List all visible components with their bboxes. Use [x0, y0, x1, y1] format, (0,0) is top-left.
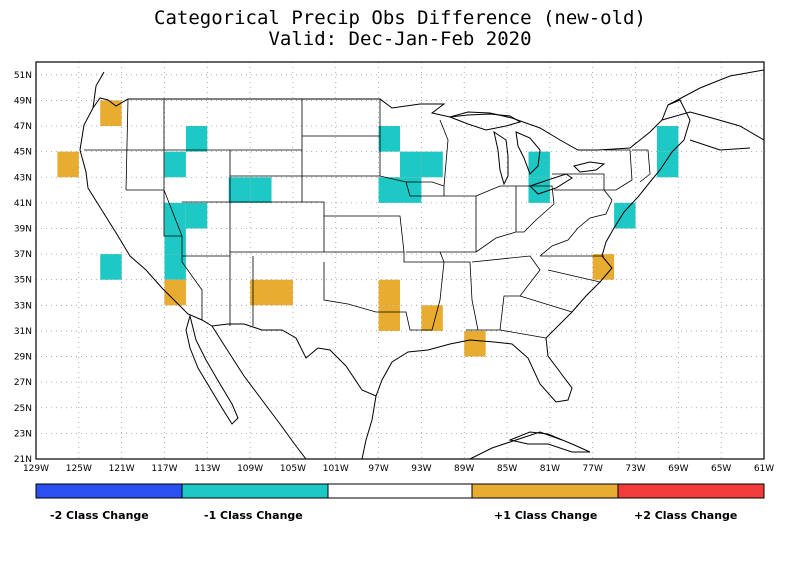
lon-tick-label: 109W: [237, 464, 263, 474]
canada-coast: [92, 69, 764, 151]
lat-tick-label: 27N: [14, 378, 32, 388]
lon-tick-label: 85W: [497, 464, 517, 474]
map-subtitle: Valid: Dec-Jan-Feb 2020: [268, 28, 532, 50]
lat-tick-label: 49N: [14, 96, 32, 106]
latitude-labels: 51N 49N 47N 45N 43N 41N 39N 37N 35N 33N 31N 29N 27N 2…: [14, 71, 32, 465]
legend-label-minus2: -2 Class Change: [50, 509, 149, 522]
lat-tick-label: 43N: [14, 173, 32, 183]
lon-tick-label: 73W: [625, 464, 645, 474]
lat-tick-label: 25N: [14, 404, 32, 414]
lat-tick-label: 41N: [14, 199, 32, 209]
lake-huron: [515, 131, 541, 175]
legend-swatch-plus1: [471, 483, 619, 499]
map-frame: [35, 61, 765, 460]
legend-swatch-minus2: [35, 483, 183, 499]
minus1-cell: [228, 177, 251, 203]
plus1-cell: [57, 151, 79, 178]
lake-erie: [529, 173, 573, 195]
minus1-cell: [400, 177, 422, 203]
longitude-labels: 129W 125W 121W 117W 113W 109W 105W 101W 97W 93W 89…: [23, 464, 774, 474]
minus1-cell: [164, 202, 186, 229]
legend-swatch-neutral: [327, 483, 473, 499]
plus1-cell: [164, 279, 186, 306]
legend-swatch-plus2: [617, 483, 765, 499]
lon-tick-label: 93W: [411, 464, 431, 474]
lat-tick-label: 35N: [14, 276, 32, 286]
minus1-cell: [614, 202, 636, 229]
lon-tick-label: 113W: [194, 464, 220, 474]
lat-tick-label: 21N: [14, 455, 32, 465]
minus1-cell: [164, 254, 186, 280]
lat-lon-grid: [36, 62, 764, 459]
minus1-cell: [185, 126, 208, 152]
anomaly-cells: [57, 100, 679, 357]
minus1-cell: [421, 151, 443, 178]
plus1-cell: [378, 305, 400, 331]
lon-tick-label: 97W: [368, 464, 388, 474]
minus1-cell: [378, 177, 400, 203]
legend-label-plus2: +2 Class Change: [634, 509, 738, 522]
lon-tick-label: 89W: [454, 464, 474, 474]
lon-tick-label: 121W: [109, 464, 135, 474]
minus1-cell: [656, 126, 679, 152]
legend-label-minus1: -1 Class Change: [204, 509, 303, 522]
minus1-cell: [400, 151, 422, 178]
legend-color-bar: [35, 483, 765, 499]
legend-label-plus1: +1 Class Change: [494, 509, 598, 522]
lake-superior: [449, 113, 522, 131]
lat-tick-label: 31N: [14, 327, 32, 337]
plus1-cell: [421, 305, 443, 331]
minus1-cell: [185, 202, 208, 229]
map-background: [36, 62, 764, 459]
lon-tick-label: 125W: [66, 464, 92, 474]
mexico-coast: [211, 325, 563, 459]
plus1-cell: [100, 100, 122, 127]
lake-michigan: [493, 130, 509, 186]
minus1-cell: [378, 126, 400, 152]
minus1-cell: [164, 151, 186, 178]
lat-tick-label: 23N: [14, 429, 32, 439]
baja-california: [185, 314, 239, 425]
legend-swatch-minus1: [181, 483, 329, 499]
plus1-cell: [464, 330, 486, 357]
lat-tick-label: 29N: [14, 353, 32, 363]
lon-tick-label: 77W: [583, 464, 603, 474]
plus1-cell: [250, 279, 272, 306]
map-title: Categorical Precip Obs Difference (new-o…: [154, 7, 646, 29]
cuba: [508, 431, 591, 453]
minus1-cell: [656, 151, 679, 178]
lat-tick-label: 47N: [14, 122, 32, 132]
lake-ontario: [573, 161, 606, 173]
lon-tick-label: 65W: [711, 464, 731, 474]
plus1-cell: [378, 279, 400, 306]
lon-tick-label: 69W: [668, 464, 688, 474]
lon-tick-label: 101W: [323, 464, 349, 474]
lat-tick-label: 45N: [14, 148, 32, 158]
minus1-cell: [164, 228, 186, 255]
lat-tick-label: 51N: [14, 71, 32, 81]
lon-tick-label: 117W: [151, 464, 177, 474]
lon-tick-label: 81W: [540, 464, 560, 474]
lat-tick-label: 37N: [14, 250, 32, 260]
minus1-cell: [250, 177, 272, 203]
plus1-cell: [271, 279, 293, 306]
coastline-and-borders: [79, 69, 764, 459]
lat-tick-label: 39N: [14, 224, 32, 234]
us-outline: [79, 97, 691, 403]
state-lines: [84, 98, 651, 339]
lat-tick-label: 33N: [14, 301, 32, 311]
lon-tick-label: 105W: [280, 464, 306, 474]
plus1-cell: [592, 254, 615, 280]
lon-tick-label: 61W: [754, 464, 774, 474]
minus1-cell: [100, 254, 122, 280]
minus1-cell: [528, 177, 550, 203]
lon-tick-label: 129W: [23, 464, 49, 474]
